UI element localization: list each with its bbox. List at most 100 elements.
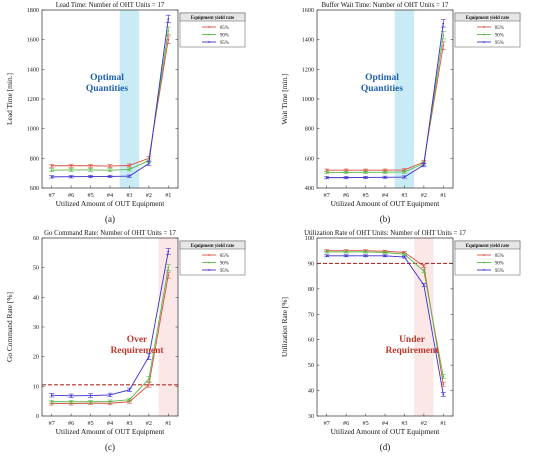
y-tick-label: 90 <box>308 260 314 267</box>
x-tick-label: #1 <box>440 420 446 427</box>
annotation-text: Optimal <box>365 73 399 83</box>
y-tick-label: 20 <box>33 354 39 361</box>
data-point <box>422 270 425 272</box>
data-point <box>384 251 386 254</box>
panel-caption: (d) <box>380 442 391 452</box>
legend-label: 90% <box>220 33 229 38</box>
data-point <box>403 176 406 178</box>
data-point <box>403 169 406 171</box>
x-tick-label: #2 <box>146 192 152 199</box>
x-tick-label: #5 <box>87 420 93 427</box>
data-point <box>325 176 328 179</box>
legend-label: 90% <box>495 261 504 266</box>
data-point <box>50 164 53 167</box>
y-tick-label: 1600 <box>302 7 314 14</box>
x-tick-label: #6 <box>68 192 74 199</box>
x-tick-label: #5 <box>362 192 368 199</box>
data-point <box>442 34 445 37</box>
data-point <box>167 274 170 276</box>
data-point <box>364 171 367 174</box>
x-tick-label: #3 <box>126 192 132 199</box>
data-point <box>167 38 170 41</box>
data-point <box>325 254 328 257</box>
x-tick-label: #1 <box>440 192 446 199</box>
y-tick-label: 1600 <box>27 37 39 44</box>
chart-title: Go Command Rate: Number of OHT Units = 1… <box>44 230 176 237</box>
data-point <box>109 165 111 167</box>
y-tick-label: 0 <box>36 413 39 420</box>
data-point <box>147 383 150 386</box>
legend-header <box>454 240 521 250</box>
data-point <box>325 171 328 174</box>
y-axis-label: Utilization Rate [%] <box>280 297 289 357</box>
annotation-text: Optimal <box>90 73 124 83</box>
legend-marker <box>208 261 210 264</box>
y-tick-label: 1400 <box>302 37 314 44</box>
data-point <box>70 394 73 397</box>
y-tick-label: 400 <box>305 185 314 192</box>
data-point <box>70 175 73 178</box>
data-point <box>403 171 406 173</box>
x-tick-label: #3 <box>401 192 407 199</box>
legend-label: 90% <box>220 261 229 266</box>
x-axis-label: Utilized Amount of OUT Equipment <box>56 199 166 208</box>
chart-svg-c: 0 10 20 30 40 50 60 #7 #6 #5 #4 #3 #2 #1 Go Command Ra… <box>5 230 246 452</box>
legend-label: 95% <box>495 41 504 46</box>
data-point <box>109 400 111 403</box>
y-tick-label: 100 <box>305 235 314 242</box>
data-point <box>345 254 348 257</box>
data-point <box>147 162 150 165</box>
data-point <box>384 254 386 257</box>
data-point <box>109 175 111 178</box>
y-tick-label: 50 <box>308 362 314 369</box>
data-point <box>442 393 445 396</box>
series-line-90% <box>51 267 169 403</box>
data-point <box>50 394 53 397</box>
y-tick-label: 40 <box>308 388 314 395</box>
y-tick-label: 30 <box>308 413 314 420</box>
data-point <box>345 169 348 172</box>
data-point <box>364 169 367 172</box>
x-tick-label: #7 <box>49 192 55 199</box>
chart-title: Buffer Wait Time: Number of OHT Units = … <box>322 2 449 9</box>
x-tick-label: #2 <box>146 420 152 427</box>
data-point <box>109 394 111 396</box>
legend-label: 85% <box>495 26 504 31</box>
y-tick-label: 1200 <box>27 96 39 103</box>
data-point <box>384 176 386 179</box>
legend-label: 95% <box>495 269 504 274</box>
data-point <box>50 175 53 178</box>
data-point <box>345 251 348 253</box>
legend-header <box>454 12 521 22</box>
x-axis-label: Utilized Amount of OUT Equipment <box>331 199 441 208</box>
data-point <box>89 400 92 403</box>
legend-header <box>179 12 246 22</box>
data-point <box>89 164 92 167</box>
legend-title: Equipment yield rate <box>466 244 509 249</box>
legend-title: Equipment yield rate <box>191 16 234 21</box>
data-point <box>128 398 131 401</box>
y-axis-label: Wait Time [min.] <box>280 74 289 125</box>
data-point <box>403 251 406 254</box>
data-point <box>364 254 367 257</box>
legend-header <box>179 240 246 250</box>
x-tick-label: #4 <box>382 192 388 199</box>
y-tick-label: 50 <box>33 265 39 272</box>
data-point <box>403 256 406 258</box>
data-point <box>89 169 92 171</box>
x-tick-label: #7 <box>324 192 330 199</box>
x-tick-label: #2 <box>421 420 427 427</box>
y-axis-label: Go Command Rate [%] <box>5 292 14 362</box>
chart-svg-d: 30 40 50 60 70 80 90 100 #7 #6 #5 #4 #3 #2 #1 Utilizati… <box>280 230 521 452</box>
legend-marker <box>483 254 485 256</box>
y-tick-label: 800 <box>30 155 39 162</box>
data-point <box>403 253 406 256</box>
x-tick-label: #1 <box>165 192 171 199</box>
series-line-95% <box>51 18 169 178</box>
y-tick-label: 1400 <box>27 66 39 73</box>
legend-marker <box>208 26 210 28</box>
y-tick-label: 10 <box>33 383 39 390</box>
legend-label: 95% <box>220 269 229 274</box>
data-point <box>167 250 170 253</box>
legend-marker <box>483 269 485 271</box>
